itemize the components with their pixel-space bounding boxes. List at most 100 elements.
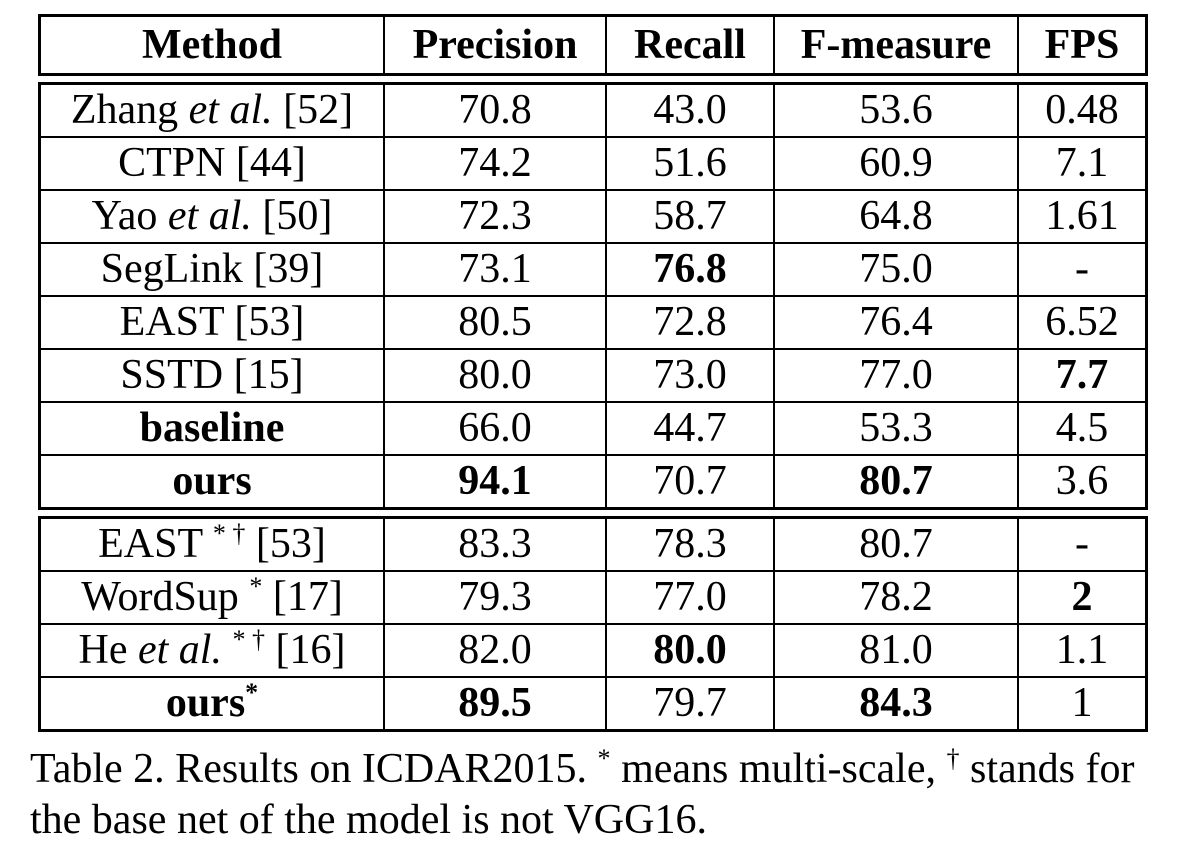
value-cell: 44.7	[605, 403, 773, 454]
method-cell: EAST [53]	[41, 297, 383, 348]
value-cell: 1.61	[1017, 191, 1145, 242]
text-segment: WordSup	[81, 574, 250, 620]
column-header: F-measure	[773, 17, 1017, 73]
table-row: SSTD [15] 80.0 73.0 77.0 7.7	[41, 348, 1145, 401]
table-row: ours 94.1 70.7 80.7 3.6	[41, 454, 1145, 507]
value-cell: 77.0	[773, 350, 1017, 401]
value-cell: 79.3	[383, 572, 605, 623]
method-cell: ours*	[41, 678, 383, 729]
text-segment: stands for	[959, 746, 1135, 792]
method-cell: He et al. * † [16]	[41, 625, 383, 676]
text-segment	[222, 627, 233, 673]
value-cell: 53.6	[773, 85, 1017, 136]
value-cell: 76.8	[605, 244, 773, 295]
value-cell: 51.6	[605, 138, 773, 189]
text-segment: baseline	[139, 405, 285, 451]
table-row: SegLink [39] 73.1 76.8 75.0-	[41, 242, 1145, 295]
table-row: Yao et al. [50] 72.3 58.7 64.8 1.61	[41, 189, 1145, 242]
text-segment: SegLink [39]	[100, 246, 324, 292]
text-segment: Zhang	[70, 87, 189, 133]
text-segment: ours	[165, 680, 246, 726]
value-cell: 2	[1017, 572, 1145, 623]
text-segment: [52]	[272, 87, 354, 133]
text-segment: [17]	[262, 574, 343, 620]
value-cell: 58.7	[605, 191, 773, 242]
header-row: Method Precision Recall F-measure FPS	[41, 17, 1145, 73]
value-cell: -	[1017, 244, 1145, 295]
table-row: ours* 89.5 79.7 84.3 1	[41, 676, 1145, 729]
text-segment: EAST [53]	[119, 299, 305, 345]
value-cell: 75.0	[773, 244, 1017, 295]
method-marker: *	[245, 678, 259, 707]
method-cell: Yao et al. [50]	[41, 191, 383, 242]
method-cell: WordSup * [17]	[41, 572, 383, 623]
column-header: FPS	[1017, 17, 1145, 73]
column-header: Method	[142, 22, 282, 68]
table-row: EAST * † [53] 83.3 78.3 80.7-	[41, 519, 1145, 570]
value-cell: 1	[1017, 678, 1145, 729]
value-cell: 81.0	[773, 625, 1017, 676]
method-cell: SegLink [39]	[41, 244, 383, 295]
text-segment: Table 2. Results on ICDAR2015.	[30, 746, 598, 792]
value-cell: 80.7	[773, 456, 1017, 507]
text-segment: et al.	[188, 87, 273, 133]
value-cell: -	[1017, 519, 1145, 570]
value-cell: 7.7	[1017, 350, 1145, 401]
value-cell: 4.5	[1017, 403, 1145, 454]
value-cell: 7.1	[1017, 138, 1145, 189]
value-cell: 53.3	[773, 403, 1017, 454]
table-section: Zhang et al. [52] 70.8 43.0 53.6 0.48 CTPN [4…	[38, 82, 1148, 510]
value-cell: 84.3	[773, 678, 1017, 729]
value-cell: 1.1	[1017, 625, 1145, 676]
table-body-sections: Zhang et al. [52] 70.8 43.0 53.6 0.48 CTPN [4…	[38, 82, 1148, 732]
text-segment: [16]	[265, 627, 346, 673]
method-cell: EAST * † [53]	[41, 519, 383, 570]
value-cell: 80.0	[605, 625, 773, 676]
text-segment: Yao	[91, 193, 168, 239]
table-row: He et al. * † [16] 82.0 80.0 81.0 1.1	[41, 623, 1145, 676]
table-caption: Table 2. Results on ICDAR2015. * means m…	[30, 744, 1180, 846]
text-segment: means multi-scale,	[610, 746, 947, 792]
method-cell: baseline	[41, 403, 383, 454]
text-segment: the base net of the model is not VGG16.	[30, 797, 707, 843]
value-cell: 70.7	[605, 456, 773, 507]
text-segment: SSTD [15]	[120, 352, 304, 398]
value-cell: 3.6	[1017, 456, 1145, 507]
value-cell: 89.5	[383, 678, 605, 729]
value-cell: 74.2	[383, 138, 605, 189]
value-cell: 64.8	[773, 191, 1017, 242]
text-segment: et al.	[167, 193, 252, 239]
value-cell: 80.5	[383, 297, 605, 348]
value-cell: 72.8	[605, 297, 773, 348]
value-cell: 76.4	[773, 297, 1017, 348]
table-row: Zhang et al. [52] 70.8 43.0 53.6 0.48	[41, 85, 1145, 136]
column-header: Recall	[605, 17, 773, 73]
method-marker: †	[946, 744, 960, 773]
value-cell: 79.7	[605, 678, 773, 729]
text-segment: et al.	[137, 627, 222, 673]
text-segment: [53]	[245, 521, 326, 567]
method-cell: Zhang et al. [52]	[41, 85, 383, 136]
text-segment: ours	[172, 458, 252, 504]
value-cell: 73.1	[383, 244, 605, 295]
text-segment: He	[78, 627, 138, 673]
value-cell: 60.9	[773, 138, 1017, 189]
value-cell: 94.1	[383, 456, 605, 507]
column-header: Precision	[383, 17, 605, 73]
value-cell: 72.3	[383, 191, 605, 242]
method-marker: *	[249, 572, 263, 601]
table-row: WordSup * [17] 79.3 77.0 78.2 2	[41, 570, 1145, 623]
value-cell: 6.52	[1017, 297, 1145, 348]
value-cell: 78.3	[605, 519, 773, 570]
value-cell: 0.48	[1017, 85, 1145, 136]
value-cell: 43.0	[605, 85, 773, 136]
method-marker: * †	[232, 625, 266, 654]
results-table: Method Precision Recall F-measure FPS Zhang …	[38, 14, 1148, 732]
method-cell: ours	[41, 456, 383, 507]
value-cell: 83.3	[383, 519, 605, 570]
table-header-section: Method Precision Recall F-measure FPS	[38, 14, 1148, 76]
method-marker: * †	[212, 519, 246, 548]
value-cell: 73.0	[605, 350, 773, 401]
value-cell: 80.0	[383, 350, 605, 401]
